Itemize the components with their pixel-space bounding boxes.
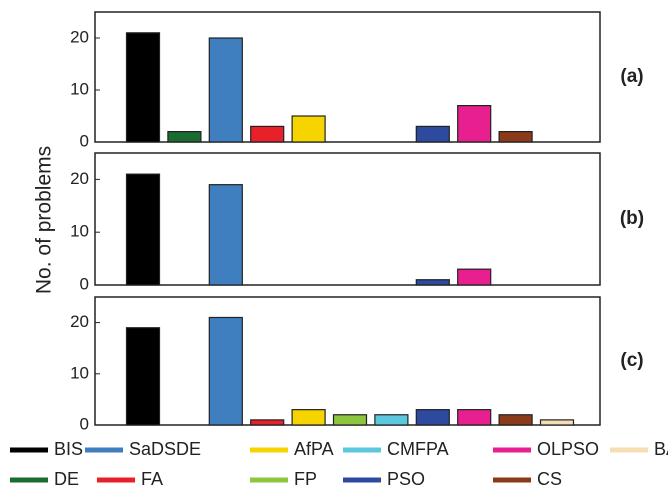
legend-label: FP [294, 469, 317, 489]
bar [457, 268, 492, 286]
y-tick-label: 10 [70, 79, 89, 98]
bar [415, 125, 450, 143]
y-tick-label: 10 [70, 222, 89, 241]
legend-label: BIS [54, 439, 83, 459]
legend-label: CMFPA [387, 439, 449, 459]
bar [332, 414, 368, 426]
bar [415, 279, 450, 286]
bar [291, 115, 326, 143]
bar [250, 419, 285, 426]
panel-frame [94, 11, 601, 143]
y-tick-label: 20 [70, 27, 89, 46]
bar [539, 419, 575, 426]
bar [125, 173, 161, 286]
bar [415, 409, 450, 426]
bar [208, 184, 243, 286]
panel-frame [94, 152, 601, 286]
legend-label: AfPA [294, 439, 334, 459]
bar [125, 327, 161, 426]
y-tick-label: 0 [80, 274, 89, 293]
bar [208, 316, 243, 426]
legend-label: OLPSO [537, 439, 599, 459]
bar [125, 32, 161, 143]
y-tick-label: 0 [80, 131, 89, 150]
bar [457, 409, 492, 426]
y-tick-label: 20 [70, 312, 89, 331]
panel-frame [94, 296, 601, 426]
bar [167, 131, 202, 143]
legend-label: DE [54, 469, 79, 489]
y-tick-label: 20 [70, 169, 89, 188]
y-tick-label: 0 [80, 414, 89, 433]
panel-label: (a) [620, 66, 643, 87]
bar [498, 414, 533, 426]
panel-label: (c) [620, 350, 643, 371]
bar [374, 414, 409, 426]
bar [291, 409, 326, 426]
legend-label: BA [654, 439, 668, 459]
bar [457, 104, 492, 143]
y-tick-label: 10 [70, 363, 89, 382]
bar [208, 37, 243, 143]
panel-label: (b) [620, 208, 644, 229]
legend-label: SaDSDE [129, 439, 201, 459]
legend-label: CS [537, 469, 562, 489]
y-axis-label: No. of problems [33, 146, 56, 294]
legend-label: PSO [387, 469, 425, 489]
bar [250, 125, 285, 143]
bar [498, 131, 533, 143]
legend-label: FA [141, 469, 163, 489]
